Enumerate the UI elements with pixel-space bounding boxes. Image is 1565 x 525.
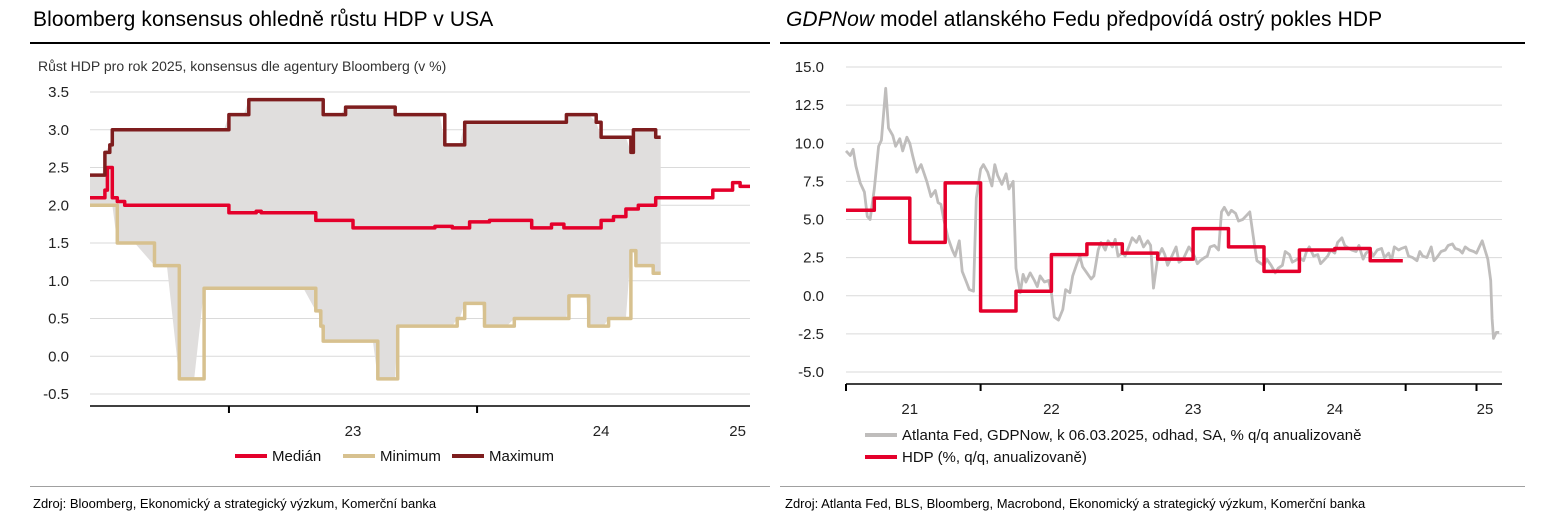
y-tick-label: 2.5: [48, 160, 69, 177]
right-source: Zdroj: Atlanta Fed, BLS, Bloomberg, Macr…: [785, 496, 1366, 511]
left-chart-title: Bloomberg konsensus ohledně růstu HDP v …: [33, 8, 494, 31]
left-source-rule: [30, 486, 770, 487]
x-tick-label: 25: [1477, 401, 1494, 418]
legend-label: Atlanta Fed, GDPNow, k 06.03.2025, odhad…: [902, 427, 1361, 444]
y-tick-label: -5.0: [798, 364, 824, 381]
y-tick-label: 12.5: [795, 97, 824, 114]
y-tick-label: 3.5: [48, 84, 69, 101]
legend-label: Maximum: [489, 448, 554, 465]
y-tick-label: 0.0: [803, 288, 824, 305]
right-title-italic: GDPNow: [786, 8, 875, 31]
right-chart-title: GDPNow model atlanského Fedu předpovídá …: [786, 8, 1382, 32]
y-tick-label: 1.5: [48, 235, 69, 252]
series-line: [90, 97, 661, 177]
right-source-rule: [780, 486, 1525, 487]
y-tick-label: 3.0: [48, 122, 69, 139]
right-title-rule: [780, 42, 1525, 44]
x-tick-label: 24: [593, 423, 610, 440]
legend-label: Minimum: [380, 448, 441, 465]
y-tick-label: 2.0: [48, 197, 69, 214]
right-panel: GDPNow model atlanského Fedu předpovídá …: [780, 0, 1565, 525]
legend-label: HDP (%, q/q, anualizovaně): [902, 449, 1087, 466]
y-tick-label: 2.5: [803, 250, 824, 267]
right-chart: 15.0 12.5 10.0 7.5 5.0 2.5 0.0 -2.5 -5.0 21 22 23 24…: [795, 59, 1502, 466]
left-title-rule: [30, 42, 770, 44]
left-source: Zdroj: Bloomberg, Ekonomický a strategic…: [33, 496, 437, 511]
series-line: [90, 203, 661, 381]
series-line: [846, 181, 1403, 313]
x-tick-label: 23: [1185, 401, 1202, 418]
y-tick-label: -2.5: [798, 326, 824, 343]
left-panel: Bloomberg konsensus ohledně růstu HDP v …: [0, 0, 770, 525]
y-tick-label: 0.5: [48, 311, 69, 328]
series-line: [844, 86, 1500, 340]
x-tick-label: 24: [1326, 401, 1343, 418]
x-tick-label: 25: [729, 423, 746, 440]
y-tick-label: -0.5: [43, 386, 69, 403]
min-max-band: [90, 99, 661, 379]
left-chart: Růst HDP pro rok 2025, konsensus dle age…: [38, 58, 750, 465]
y-tick-label: 7.5: [803, 173, 824, 190]
x-tick-label: 22: [1043, 401, 1060, 418]
chart-subtitle: Růst HDP pro rok 2025, konsensus dle age…: [38, 58, 446, 74]
legend-label: Medián: [272, 448, 321, 465]
y-tick-label: 0.0: [48, 348, 69, 365]
y-tick-label: 1.0: [48, 273, 69, 290]
y-tick-label: 10.0: [795, 135, 824, 152]
x-tick-label: 23: [345, 423, 362, 440]
x-tick-label: 21: [901, 401, 918, 418]
y-tick-label: 5.0: [803, 212, 824, 229]
y-tick-label: 15.0: [795, 59, 824, 76]
right-title-rest: model atlanského Fedu předpovídá ostrý p…: [874, 8, 1383, 31]
series-line: [90, 165, 750, 230]
